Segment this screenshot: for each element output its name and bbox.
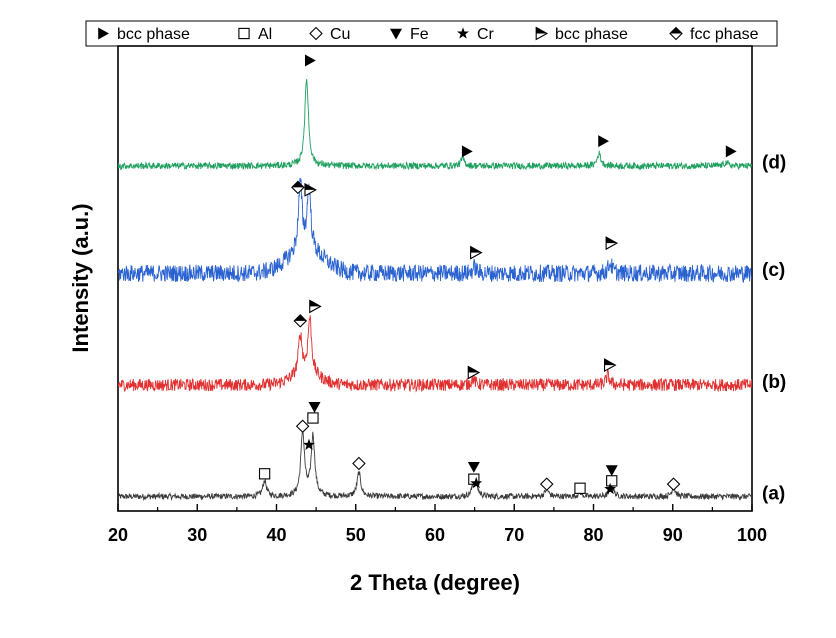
series-label: (a): [762, 483, 785, 504]
phase-marker-icon: [258, 468, 271, 480]
phase-marker-icon: [467, 461, 480, 473]
series-label: (b): [762, 372, 786, 393]
phase-marker-icon: [605, 465, 618, 477]
phase-marker-icon: [308, 402, 321, 413]
phase-marker-icon: [467, 365, 481, 380]
phase-marker-icon: [604, 482, 617, 495]
phase-marker-icon: [666, 477, 681, 491]
x-tick-label: 80: [583, 525, 603, 545]
phase-marker-icon: [291, 180, 305, 195]
legend-label: bcc phase: [555, 26, 628, 43]
phase-marker-icon: [470, 245, 483, 260]
legend-symbol-icon: [98, 27, 109, 40]
legend-label: Cr: [477, 26, 495, 43]
x-tick-label: 100: [737, 525, 767, 545]
series-line: [118, 315, 752, 393]
series-line: [118, 430, 752, 502]
legend-item: bcc phase: [98, 26, 190, 43]
x-tick-label: 90: [663, 525, 683, 545]
legend-symbol-icon: [669, 26, 683, 41]
legend-symbol-icon: [535, 26, 549, 41]
phase-marker-icon: [309, 299, 322, 314]
legend-label: Al: [258, 26, 272, 43]
phase-marker-icon: [295, 419, 310, 434]
x-tick-label: 40: [266, 525, 286, 545]
phase-marker-icon: [303, 438, 315, 450]
phase-marker-icon: [461, 145, 473, 158]
phase-marker-icon: [574, 482, 586, 494]
legend-item: Cu: [309, 26, 350, 43]
phase-marker-icon: [304, 182, 317, 197]
phase-marker-icon: [725, 145, 737, 158]
legend-symbol-icon: [309, 26, 323, 41]
legend: bcc phase Al Cu Fe Cr bcc phase fcc phase: [85, 20, 778, 47]
phase-marker-icon: [307, 412, 319, 424]
x-axis-title: 2 Theta (degree): [350, 570, 520, 595]
x-tick-label: 20: [108, 525, 128, 545]
series-line: [118, 79, 752, 171]
legend-label: Cu: [330, 26, 350, 43]
phase-marker-icon: [352, 456, 366, 471]
legend-box: [85, 20, 778, 47]
legend-item: Cr: [457, 26, 495, 43]
legend-label: fcc phase: [690, 26, 759, 43]
series-label: (c): [762, 260, 785, 281]
legend-item: bcc phase: [535, 26, 628, 43]
series-line: [118, 177, 752, 284]
x-tick-label: 30: [187, 525, 207, 545]
legend-symbol-icon: [457, 27, 469, 39]
legend-item: Al: [238, 26, 272, 43]
phase-marker-icon: [304, 54, 316, 67]
phase-marker-icon: [598, 135, 610, 148]
legend-label: bcc phase: [117, 26, 190, 43]
phase-marker-icon: [606, 475, 618, 487]
legend-item: fcc phase: [669, 26, 759, 43]
legend-label: Fe: [410, 26, 429, 43]
legend-item: Fe: [390, 26, 429, 43]
x-tick-label: 70: [504, 525, 524, 545]
y-axis-title: Intensity (a.u.): [68, 203, 93, 352]
legend-symbol-icon: [390, 28, 402, 40]
phase-marker-icon: [539, 477, 554, 491]
phase-marker-icon: [605, 236, 619, 251]
x-tick-label: 60: [425, 525, 445, 545]
series-label: (d): [762, 153, 786, 174]
phase-marker-icon: [470, 477, 483, 489]
legend-symbol-icon: [238, 27, 250, 40]
phase-marker-icon: [604, 358, 617, 373]
phase-marker-icon: [293, 314, 308, 328]
x-tick-label: 50: [346, 525, 366, 545]
